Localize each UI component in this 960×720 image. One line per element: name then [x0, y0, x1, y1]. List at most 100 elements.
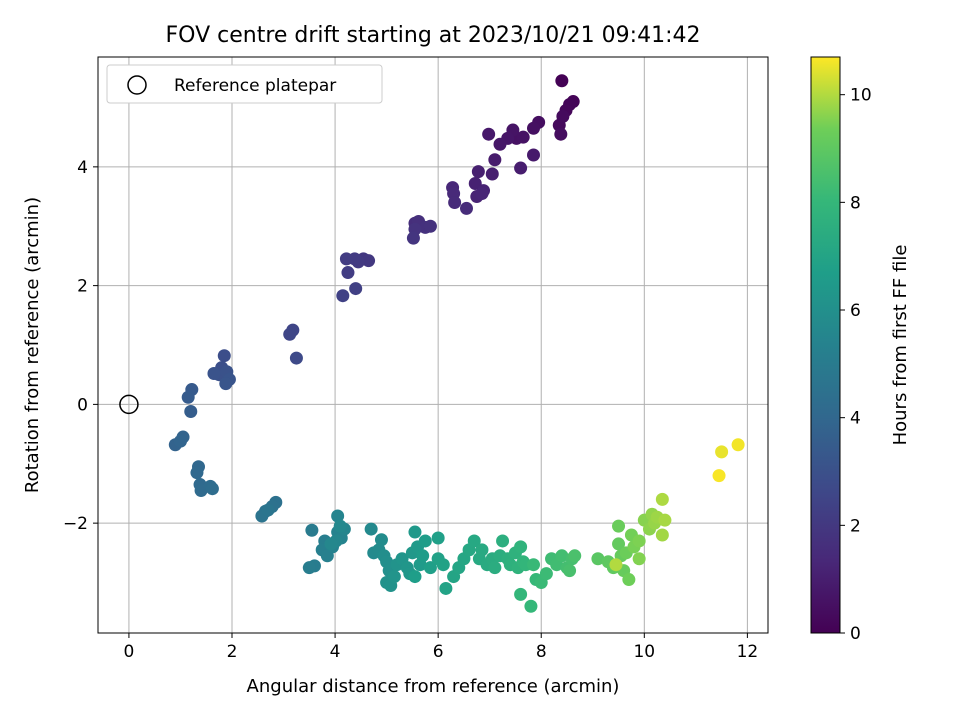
- data-point: [527, 148, 540, 162]
- y-axis-ticks: −2 0 2 4: [63, 158, 98, 534]
- plot-frame: [97, 56, 769, 634]
- data-point: [217, 349, 231, 363]
- data-point: [324, 537, 338, 551]
- plot-background: [98, 57, 768, 633]
- data-point: [527, 558, 540, 572]
- colorbar-ticks: 0 2 4 6 8 10: [840, 86, 872, 644]
- data-point: [439, 581, 453, 595]
- data-point: [387, 570, 401, 584]
- colorbar-label: Hours from first FF file: [890, 245, 911, 446]
- data-point: [423, 561, 437, 575]
- data-point: [555, 74, 569, 88]
- data-points: [168, 74, 745, 613]
- data-point: [331, 509, 345, 523]
- colorbar: 0 2 4 6 8 10 Hours from first FF file: [810, 56, 911, 644]
- data-point: [219, 377, 233, 391]
- data-point: [655, 492, 669, 506]
- data-point: [406, 231, 420, 245]
- y-tick-label: 0: [77, 395, 88, 415]
- data-point: [184, 405, 198, 419]
- data-point: [333, 519, 347, 533]
- colorbar-tick-label: 0: [850, 624, 861, 644]
- data-point: [341, 266, 355, 280]
- data-point: [436, 558, 450, 572]
- colorbar-tick-label: 8: [850, 193, 861, 213]
- data-point: [485, 167, 499, 181]
- data-point: [655, 528, 669, 542]
- x-tick-label: 0: [124, 642, 135, 662]
- data-point: [416, 549, 430, 563]
- data-point: [514, 540, 528, 554]
- data-point: [632, 534, 646, 548]
- data-point: [173, 434, 187, 448]
- y-axis-label: Rotation from reference (arcmin): [22, 197, 43, 493]
- reference-platepar-marker: [119, 394, 139, 415]
- data-point: [609, 558, 623, 572]
- data-point: [527, 121, 540, 135]
- data-point: [418, 534, 432, 548]
- data-point: [622, 573, 636, 587]
- x-tick-label: 10: [633, 642, 655, 662]
- data-point: [408, 525, 422, 539]
- legend-reference-icon: [127, 75, 147, 95]
- data-point: [349, 282, 363, 296]
- x-axis-label: Angular distance from reference (arcmin): [247, 676, 620, 697]
- data-point: [431, 531, 445, 545]
- data-point: [488, 561, 502, 575]
- data-point: [305, 523, 319, 537]
- data-point: [524, 599, 538, 613]
- data-point: [205, 482, 219, 496]
- data-point: [181, 390, 195, 404]
- data-point: [488, 153, 502, 167]
- colorbar-tick-label: 4: [850, 409, 861, 429]
- x-tick-label: 4: [330, 642, 341, 662]
- data-point: [556, 109, 570, 123]
- colorbar-gradient: [810, 56, 841, 634]
- data-point: [448, 195, 462, 209]
- data-point: [374, 533, 388, 547]
- data-point: [364, 522, 378, 536]
- x-tick-label: 6: [433, 642, 444, 662]
- data-point: [539, 567, 553, 581]
- data-point: [302, 561, 316, 575]
- data-point: [482, 127, 496, 141]
- data-point: [563, 564, 577, 578]
- data-point: [612, 537, 626, 551]
- grid-lines: [98, 57, 768, 633]
- y-tick-label: 2: [77, 277, 88, 297]
- x-tick-label: 12: [737, 642, 759, 662]
- colorbar-tick-label: 6: [850, 301, 861, 321]
- x-tick-label: 8: [536, 642, 547, 662]
- colorbar-tick-label: 10: [850, 86, 872, 106]
- colorbar-tick-label: 2: [850, 516, 861, 536]
- data-point: [514, 161, 528, 175]
- data-point: [289, 351, 303, 365]
- data-point: [207, 367, 221, 381]
- data-point: [261, 503, 275, 517]
- data-point: [632, 552, 646, 566]
- data-point: [423, 219, 437, 233]
- data-point: [712, 469, 726, 483]
- x-axis-ticks: 0 2 4 6 8 10 12: [124, 633, 759, 662]
- data-point: [408, 570, 422, 584]
- data-point: [554, 127, 568, 141]
- data-point: [514, 587, 528, 601]
- data-point: [658, 513, 672, 527]
- data-point: [460, 201, 473, 215]
- x-tick-label: 2: [227, 642, 238, 662]
- chart-title: FOV centre drift starting at 2023/10/21 …: [166, 23, 701, 48]
- data-point: [591, 552, 605, 566]
- y-tick-label: 4: [77, 158, 88, 178]
- data-point: [283, 327, 297, 341]
- legend-box: [106, 64, 383, 104]
- data-point: [362, 254, 376, 268]
- data-point: [555, 549, 569, 563]
- data-point: [715, 445, 729, 459]
- data-point: [336, 289, 350, 303]
- data-point: [475, 187, 489, 201]
- data-point: [516, 130, 530, 144]
- legend: Reference platepar: [106, 64, 383, 104]
- data-point: [467, 534, 481, 548]
- data-point: [190, 466, 204, 480]
